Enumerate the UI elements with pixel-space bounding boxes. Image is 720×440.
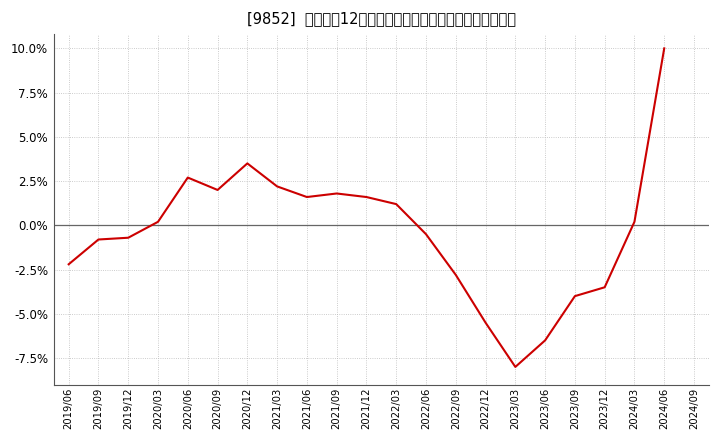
Title: [9852]  売上高の12か月移動合計の対前年同期増減率の推移: [9852] 売上高の12か月移動合計の対前年同期増減率の推移 — [247, 11, 516, 26]
